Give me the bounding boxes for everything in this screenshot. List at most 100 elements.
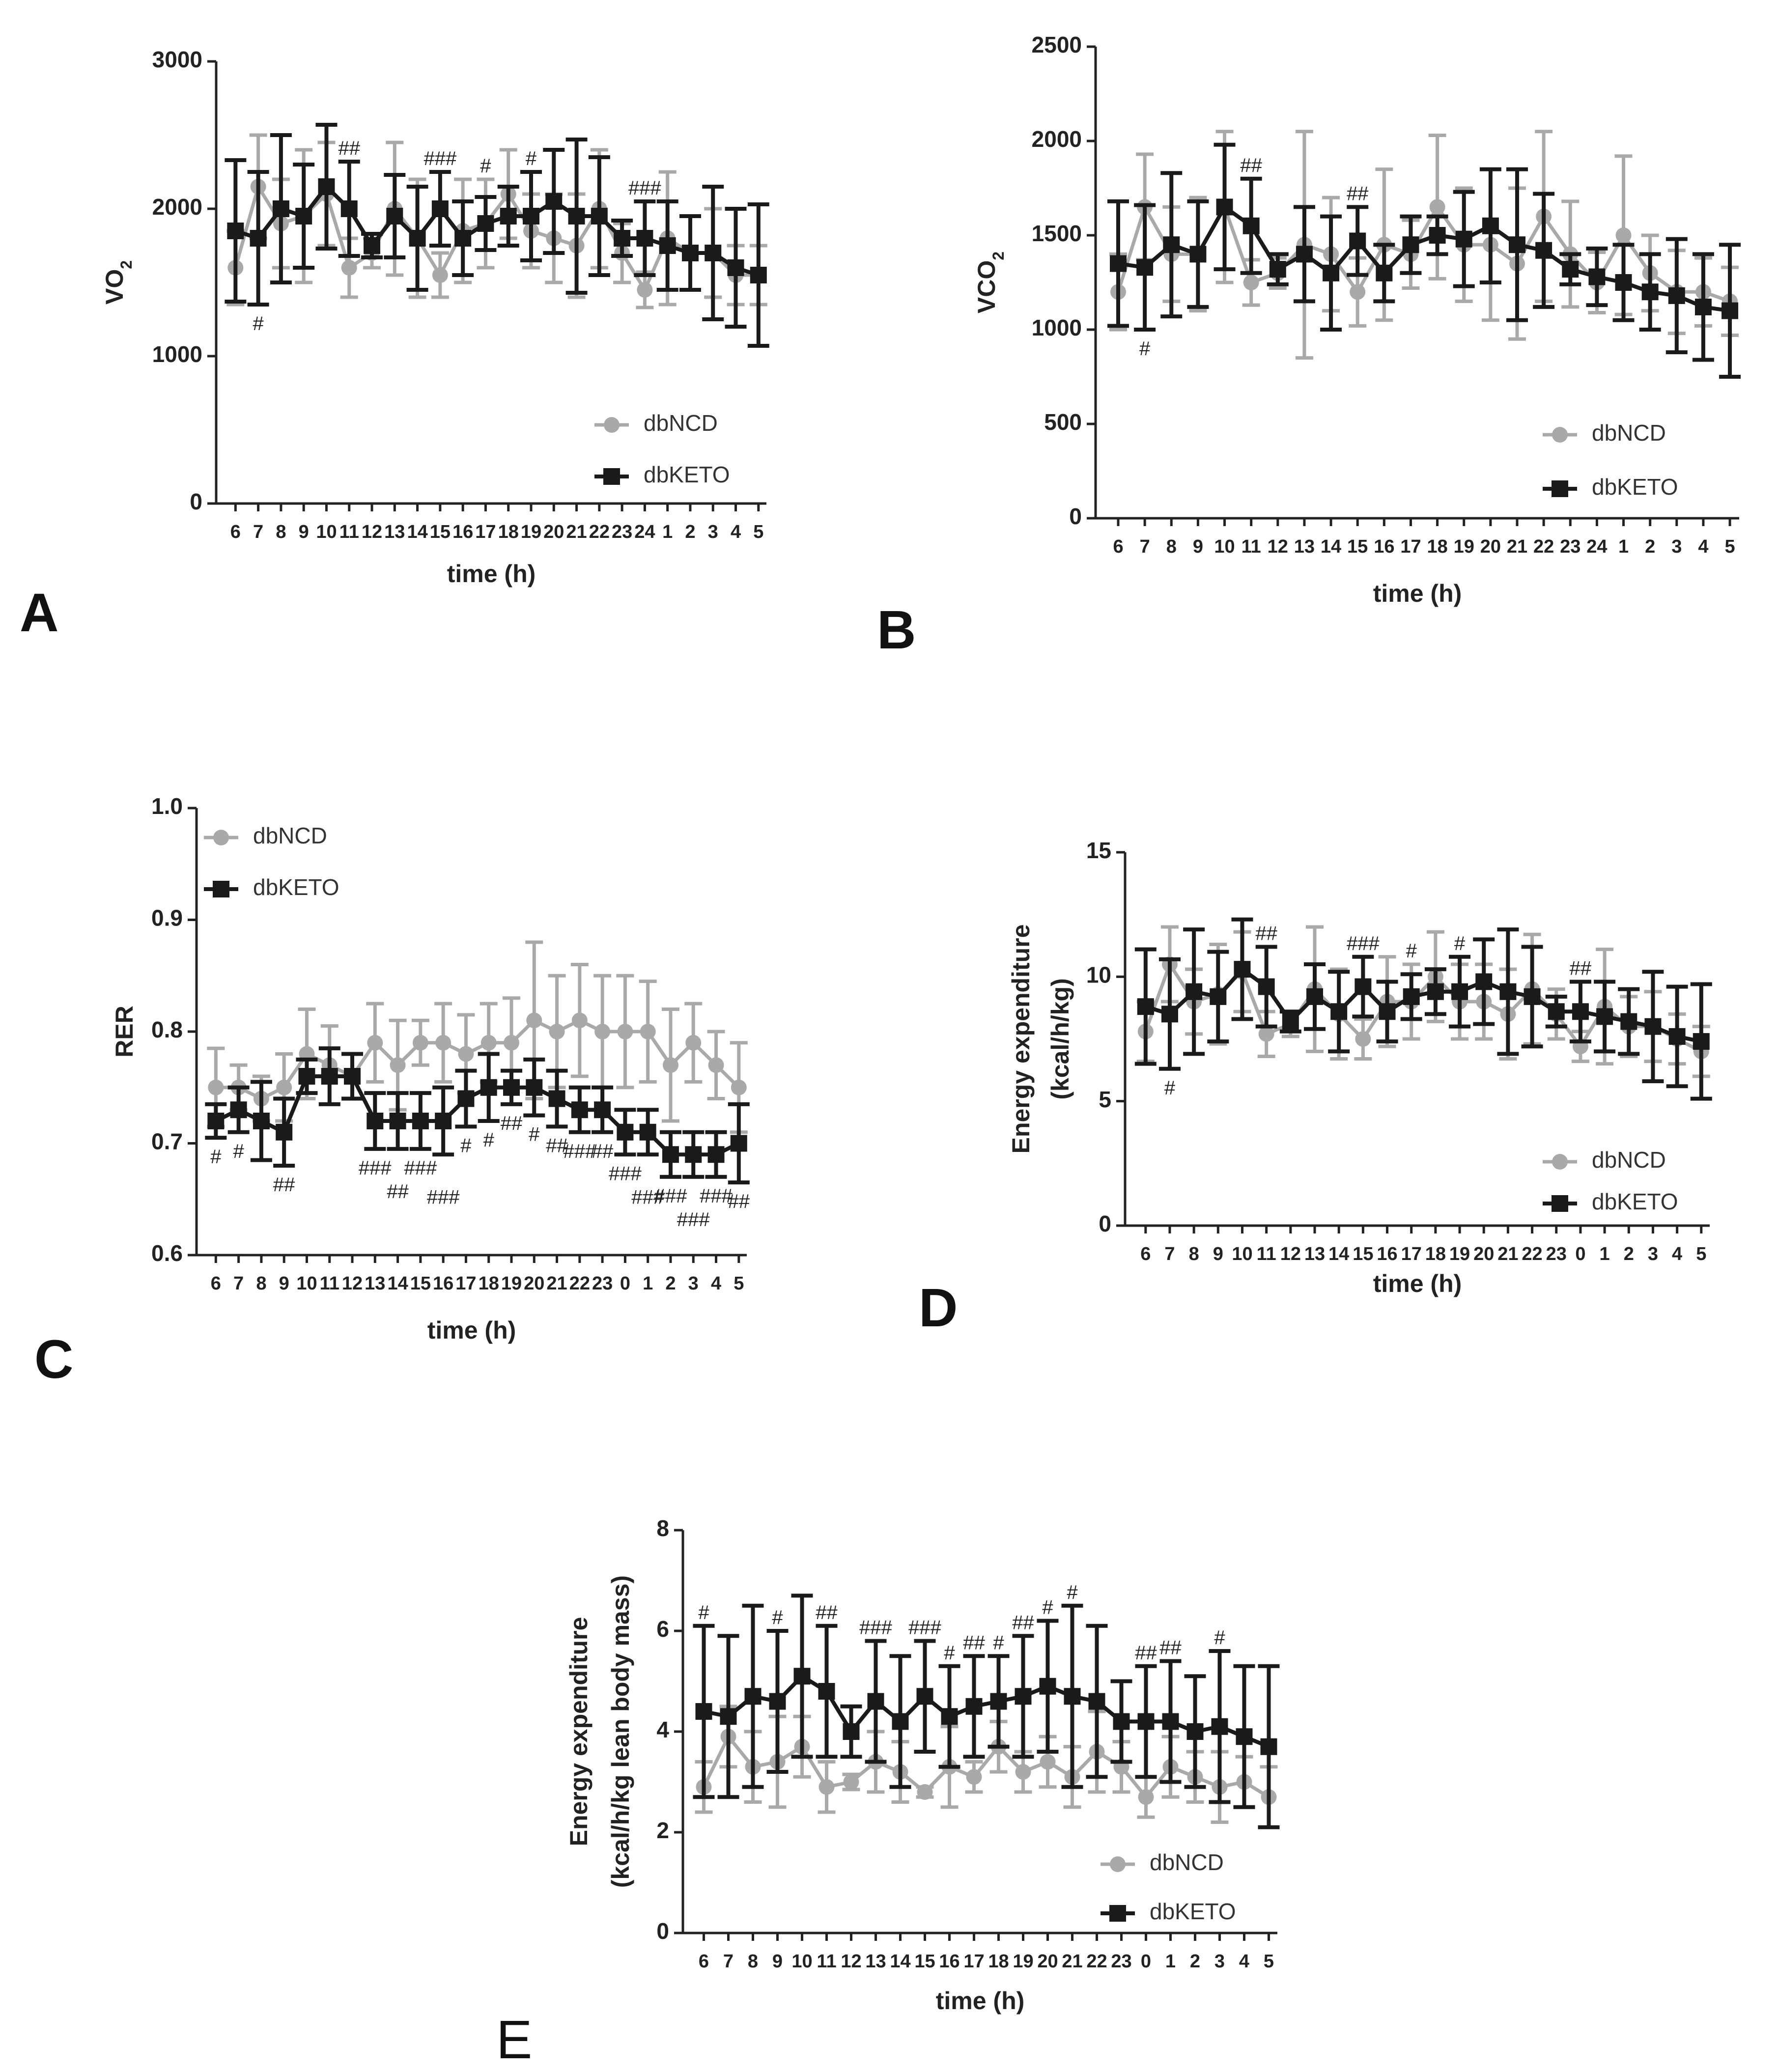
dbncd-point — [731, 1079, 747, 1095]
significance-marker: ## — [1240, 155, 1262, 176]
y-axis-label-subscript: 2 — [117, 260, 135, 269]
x-tick-label: 11 — [339, 522, 359, 542]
dbncd-point — [640, 1024, 656, 1039]
y-tick-label: 2500 — [1032, 32, 1082, 57]
x-tick-label: 22 — [1522, 1244, 1542, 1264]
y-tick-label: 4 — [656, 1717, 669, 1742]
dbketo-point — [1588, 268, 1606, 285]
y-tick-label: 15 — [1086, 838, 1111, 863]
x-axis-label: time (h) — [1373, 1270, 1462, 1297]
dbncd-point — [594, 1024, 611, 1039]
legend-dbncd-label: dbNCD — [644, 410, 718, 436]
dbncd-point — [1258, 1026, 1274, 1042]
y-tick-label: 0 — [1099, 1211, 1111, 1236]
x-tick-label: 4 — [711, 1273, 721, 1294]
dbketo-point — [1282, 1013, 1299, 1030]
dbketo-point — [1355, 978, 1372, 995]
significance-marker: ### — [609, 1163, 642, 1184]
dbketo-point — [1535, 242, 1552, 259]
dbketo-point — [340, 200, 358, 217]
x-tick-label: 9 — [1213, 1244, 1223, 1264]
x-tick-label: 8 — [276, 522, 286, 542]
dbketo-point — [1064, 1688, 1081, 1705]
x-tick-label: 16 — [452, 522, 473, 542]
x-tick-label: 17 — [963, 1951, 984, 1972]
dbketo-point — [571, 1101, 588, 1119]
legend-dbketo-label: dbKETO — [1150, 1899, 1236, 1924]
y-axis-label-main: Energy expenditure — [565, 1617, 593, 1847]
dbncd-point — [367, 1035, 383, 1051]
x-tick-label: 10 — [1232, 1244, 1252, 1264]
x-tick-label: 3 — [1671, 536, 1682, 557]
dbncd-point — [1015, 1764, 1031, 1780]
x-tick-label: 10 — [791, 1951, 812, 1972]
dbncd-point — [341, 260, 357, 276]
significance-marker: ### — [654, 1185, 687, 1207]
significance-marker: ## — [1012, 1612, 1034, 1633]
x-tick-label: 22 — [589, 522, 610, 542]
x-axis-label: time (h) — [427, 1316, 516, 1344]
x-tick-label: 20 — [1480, 536, 1501, 557]
x-tick-label: 10 — [1214, 536, 1235, 557]
dbketo-point — [1137, 998, 1154, 1015]
x-tick-label: 14 — [1328, 1244, 1349, 1264]
dbketo-point — [1620, 1013, 1637, 1030]
dbncd-point — [549, 1024, 565, 1039]
x-tick-label: 12 — [841, 1951, 861, 1972]
x-tick-label: 14 — [1321, 536, 1341, 557]
dbketo-line — [703, 1674, 1270, 1749]
dbketo-point — [477, 215, 494, 232]
dbncd-point — [390, 1057, 406, 1073]
x-tick-label: 7 — [253, 522, 263, 542]
x-tick-label: 11 — [320, 1273, 339, 1294]
x-tick-label: 19 — [521, 522, 541, 542]
dbketo-point — [941, 1708, 958, 1725]
dbketo-point — [639, 1123, 656, 1141]
x-tick-label: 7 — [723, 1951, 734, 1972]
y-axis-label-main: Energy expenditure — [1007, 924, 1035, 1154]
dbncd-point — [637, 282, 653, 298]
dbketo-point — [695, 1703, 712, 1720]
significance-marker: # — [233, 1141, 244, 1162]
x-tick-label: 12 — [1268, 536, 1288, 557]
x-tick-label: 5 — [1724, 536, 1735, 557]
dbketo-point — [1482, 217, 1499, 234]
significance-marker: ### — [563, 1141, 596, 1162]
significance-marker: # — [526, 148, 537, 169]
y-tick-label: 500 — [1044, 409, 1082, 435]
dbketo-point — [389, 1113, 406, 1129]
dbncd-point — [571, 1012, 588, 1029]
dbncd-point — [1429, 199, 1445, 215]
dbketo-point — [253, 1113, 270, 1129]
significance-marker: # — [480, 155, 491, 177]
dbncd-point — [1355, 1031, 1371, 1047]
x-tick-label: 23 — [1546, 1244, 1567, 1264]
panel-c-rer-chart: 0.60.70.80.91.06 7 8 9 10 11 12 13 14 15 16 17 18 19 2… — [34, 793, 750, 1390]
x-tick-label: 0 — [620, 1273, 630, 1294]
dbketo-point — [568, 208, 585, 224]
x-tick-label: 5 — [734, 1273, 744, 1294]
dbketo-point — [227, 223, 244, 239]
dbncd-point — [1615, 227, 1632, 243]
legend-dbncd-label: dbNCD — [1592, 420, 1666, 446]
dbketo-point — [1234, 961, 1251, 978]
x-tick-label: 13 — [365, 1273, 385, 1294]
significance-marker: ## — [546, 1135, 568, 1156]
x-tick-label: 15 — [430, 522, 451, 542]
dbketo-point — [1693, 1033, 1710, 1050]
dbketo-point — [367, 1113, 384, 1129]
series-dbketo — [1107, 142, 1741, 379]
y-axis-label: RER — [111, 1006, 138, 1058]
legend-dbketo-marker — [1109, 1905, 1126, 1922]
dbketo-point — [750, 267, 767, 283]
x-tick-label: 9 — [1193, 536, 1203, 557]
dbketo-point — [720, 1708, 737, 1725]
legend-dbketo-marker — [1552, 480, 1568, 497]
series-dbketo — [693, 1594, 1280, 1829]
y-tick-label: 10 — [1086, 962, 1111, 987]
dbketo-point — [1475, 973, 1493, 990]
legend: dbNCD dbKETO — [1101, 1849, 1236, 1924]
x-tick-label: 23 — [1111, 1951, 1131, 1972]
significance-marker: # — [483, 1129, 495, 1151]
